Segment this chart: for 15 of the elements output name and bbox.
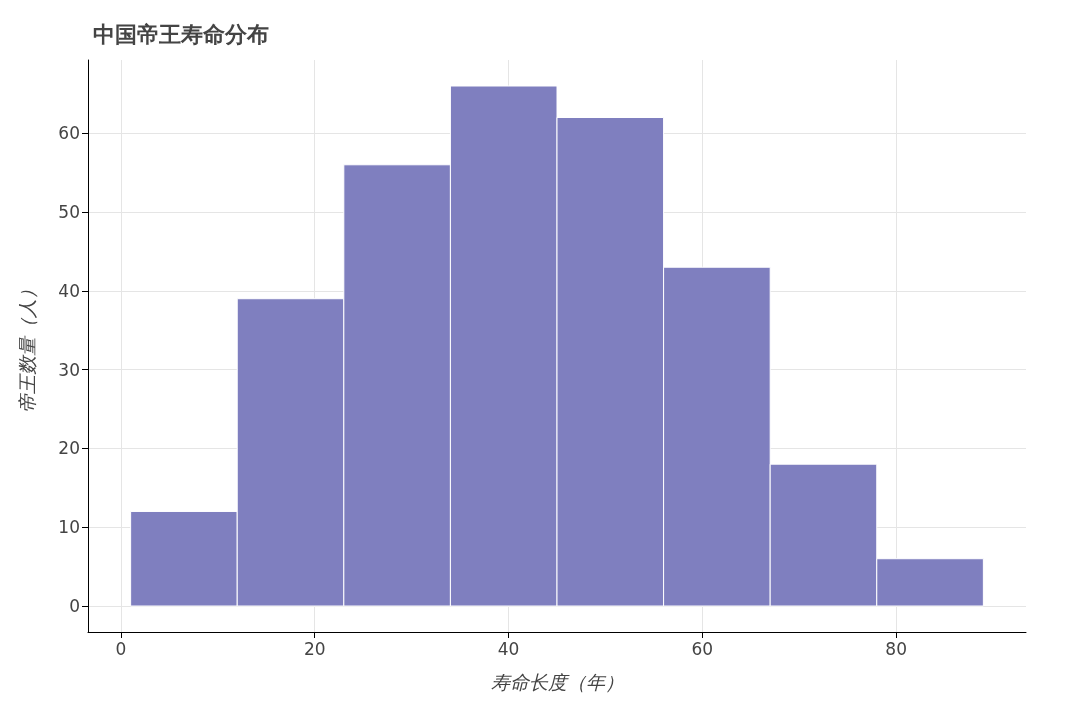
x-axis-title: 寿命长度（年） bbox=[490, 670, 624, 693]
x-tick-label: 0 bbox=[115, 638, 127, 659]
y-axis-title: 帝王数量（人） bbox=[15, 279, 38, 413]
x-tick-label: 20 bbox=[303, 638, 326, 659]
y-tick-label: 30 bbox=[58, 359, 80, 380]
x-tick-label: 60 bbox=[691, 638, 714, 659]
x-tick-label: 40 bbox=[497, 638, 520, 659]
x-tick-label: 80 bbox=[885, 638, 907, 659]
y-tick-label: 10 bbox=[58, 517, 80, 538]
y-tick-label: 0 bbox=[69, 596, 80, 616]
y-tick-label: 40 bbox=[58, 280, 80, 301]
y-tick-label: 20 bbox=[58, 438, 80, 459]
chart-title: 中国帝王寿命分布 bbox=[93, 21, 269, 47]
y-tick-label: 60 bbox=[58, 123, 80, 144]
y-tick-label: 50 bbox=[58, 202, 80, 223]
